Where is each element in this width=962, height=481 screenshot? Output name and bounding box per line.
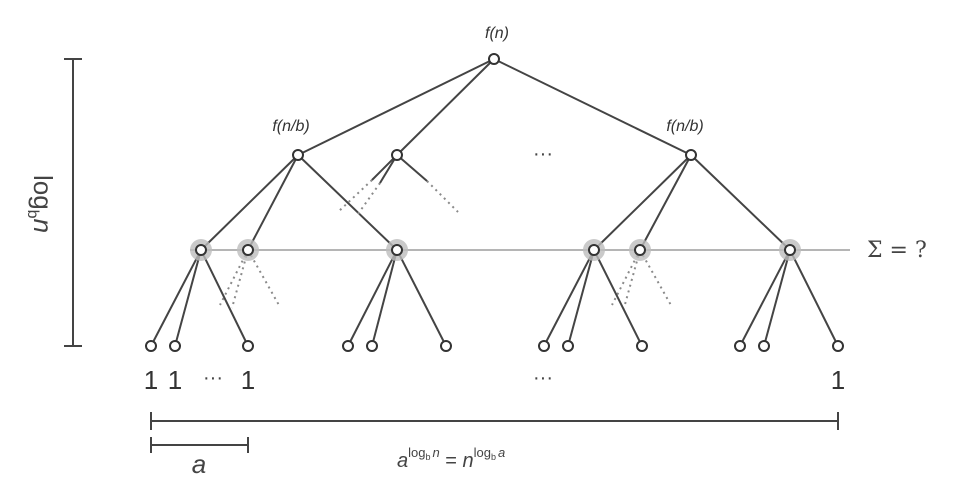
height-label-arg: n	[28, 219, 58, 233]
depth2-node	[634, 244, 646, 256]
height-label-sub: b	[24, 210, 41, 219]
leaf-ellipsis: ···	[203, 367, 223, 389]
tree-edge	[396, 58, 495, 156]
dotted-edge	[639, 249, 673, 308]
child-left-label: f(n/b)	[272, 118, 309, 135]
root-label: f(n)	[485, 25, 509, 42]
leaf-node	[562, 340, 574, 352]
root-edges	[297, 58, 692, 156]
formula-exp-arg: n	[433, 445, 440, 460]
formula-exp2-sub: b	[491, 452, 496, 462]
leaf-one-label: 1	[168, 365, 182, 395]
tree-edge	[396, 154, 428, 182]
leaf-one-label: 1	[144, 365, 158, 395]
tree-edge	[593, 154, 692, 251]
formula-exp2-log: log	[474, 445, 491, 460]
depth1-edges	[200, 154, 791, 251]
leaf-middle-ellipsis: ···	[533, 367, 553, 389]
formula-base: a	[397, 450, 408, 472]
formula-base2: n	[463, 450, 474, 472]
formula-exp2-arg: a	[498, 445, 505, 460]
tree-edge	[371, 249, 398, 347]
branching-bracket	[150, 437, 249, 453]
leaf-one-label: 1	[241, 365, 255, 395]
tree-edge	[297, 58, 495, 156]
leaf-node	[758, 340, 770, 352]
leaf-node	[366, 340, 378, 352]
depth1-node	[292, 149, 304, 161]
leaf-node	[734, 340, 746, 352]
leaf-node	[636, 340, 648, 352]
tree-edge	[200, 249, 249, 347]
level-sum-label: Σ = ?	[867, 238, 927, 263]
tree-edge	[593, 249, 643, 347]
tree-nodes	[145, 53, 844, 352]
tree-edge	[763, 249, 791, 347]
level-ellipsis: ···	[533, 143, 553, 165]
tree-edge	[543, 249, 595, 347]
depth1-node	[391, 149, 403, 161]
tree-edge	[567, 249, 595, 347]
dotted-edge	[357, 182, 381, 215]
depth2-node	[195, 244, 207, 256]
dotted-edge	[247, 249, 281, 308]
leaf-node	[242, 340, 254, 352]
tree-edge	[493, 58, 692, 156]
tree-edge	[347, 249, 398, 347]
height-bracket	[64, 58, 82, 347]
width-formula: alogb n = nlogb a	[397, 445, 505, 472]
child-right-label: f(n/b)	[666, 118, 703, 135]
leaf-node	[538, 340, 550, 352]
formula-exp-log: log	[408, 445, 425, 460]
tree-edge	[247, 154, 299, 251]
branching-label: a	[192, 449, 206, 479]
dotted-edges	[219, 179, 673, 309]
depth2-node	[391, 244, 403, 256]
dotted-edge	[611, 249, 641, 306]
height-label: logbn	[24, 175, 58, 233]
formula-equals: =	[440, 450, 463, 472]
depth1-node	[685, 149, 697, 161]
dotted-edge	[231, 249, 249, 309]
leaf-node	[832, 340, 844, 352]
dotted-edge	[623, 249, 641, 309]
tree-edge	[690, 154, 791, 251]
leaf-node	[145, 340, 157, 352]
root-node	[488, 53, 500, 65]
width-bracket	[150, 412, 839, 430]
leaf-one-label: 1	[831, 365, 845, 395]
tree-edge	[739, 249, 791, 347]
dotted-edge	[426, 180, 459, 213]
tree-edge	[297, 154, 398, 251]
formula-exp-sub: b	[425, 452, 430, 462]
height-label-log: log	[28, 175, 58, 210]
tree-edge	[789, 249, 839, 347]
tree-edge	[200, 154, 299, 251]
dotted-edge	[337, 179, 373, 213]
tree-edge	[639, 154, 692, 251]
tree-edge	[396, 249, 447, 347]
tree-edge	[174, 249, 202, 347]
depth2-node	[588, 244, 600, 256]
leaf-node	[169, 340, 181, 352]
tree-edge	[150, 249, 202, 347]
dotted-edge	[219, 249, 249, 306]
leaf-node	[342, 340, 354, 352]
depth2-node	[242, 244, 254, 256]
depth2-node	[784, 244, 796, 256]
leaf-node	[440, 340, 452, 352]
leaf-edges	[150, 249, 839, 347]
